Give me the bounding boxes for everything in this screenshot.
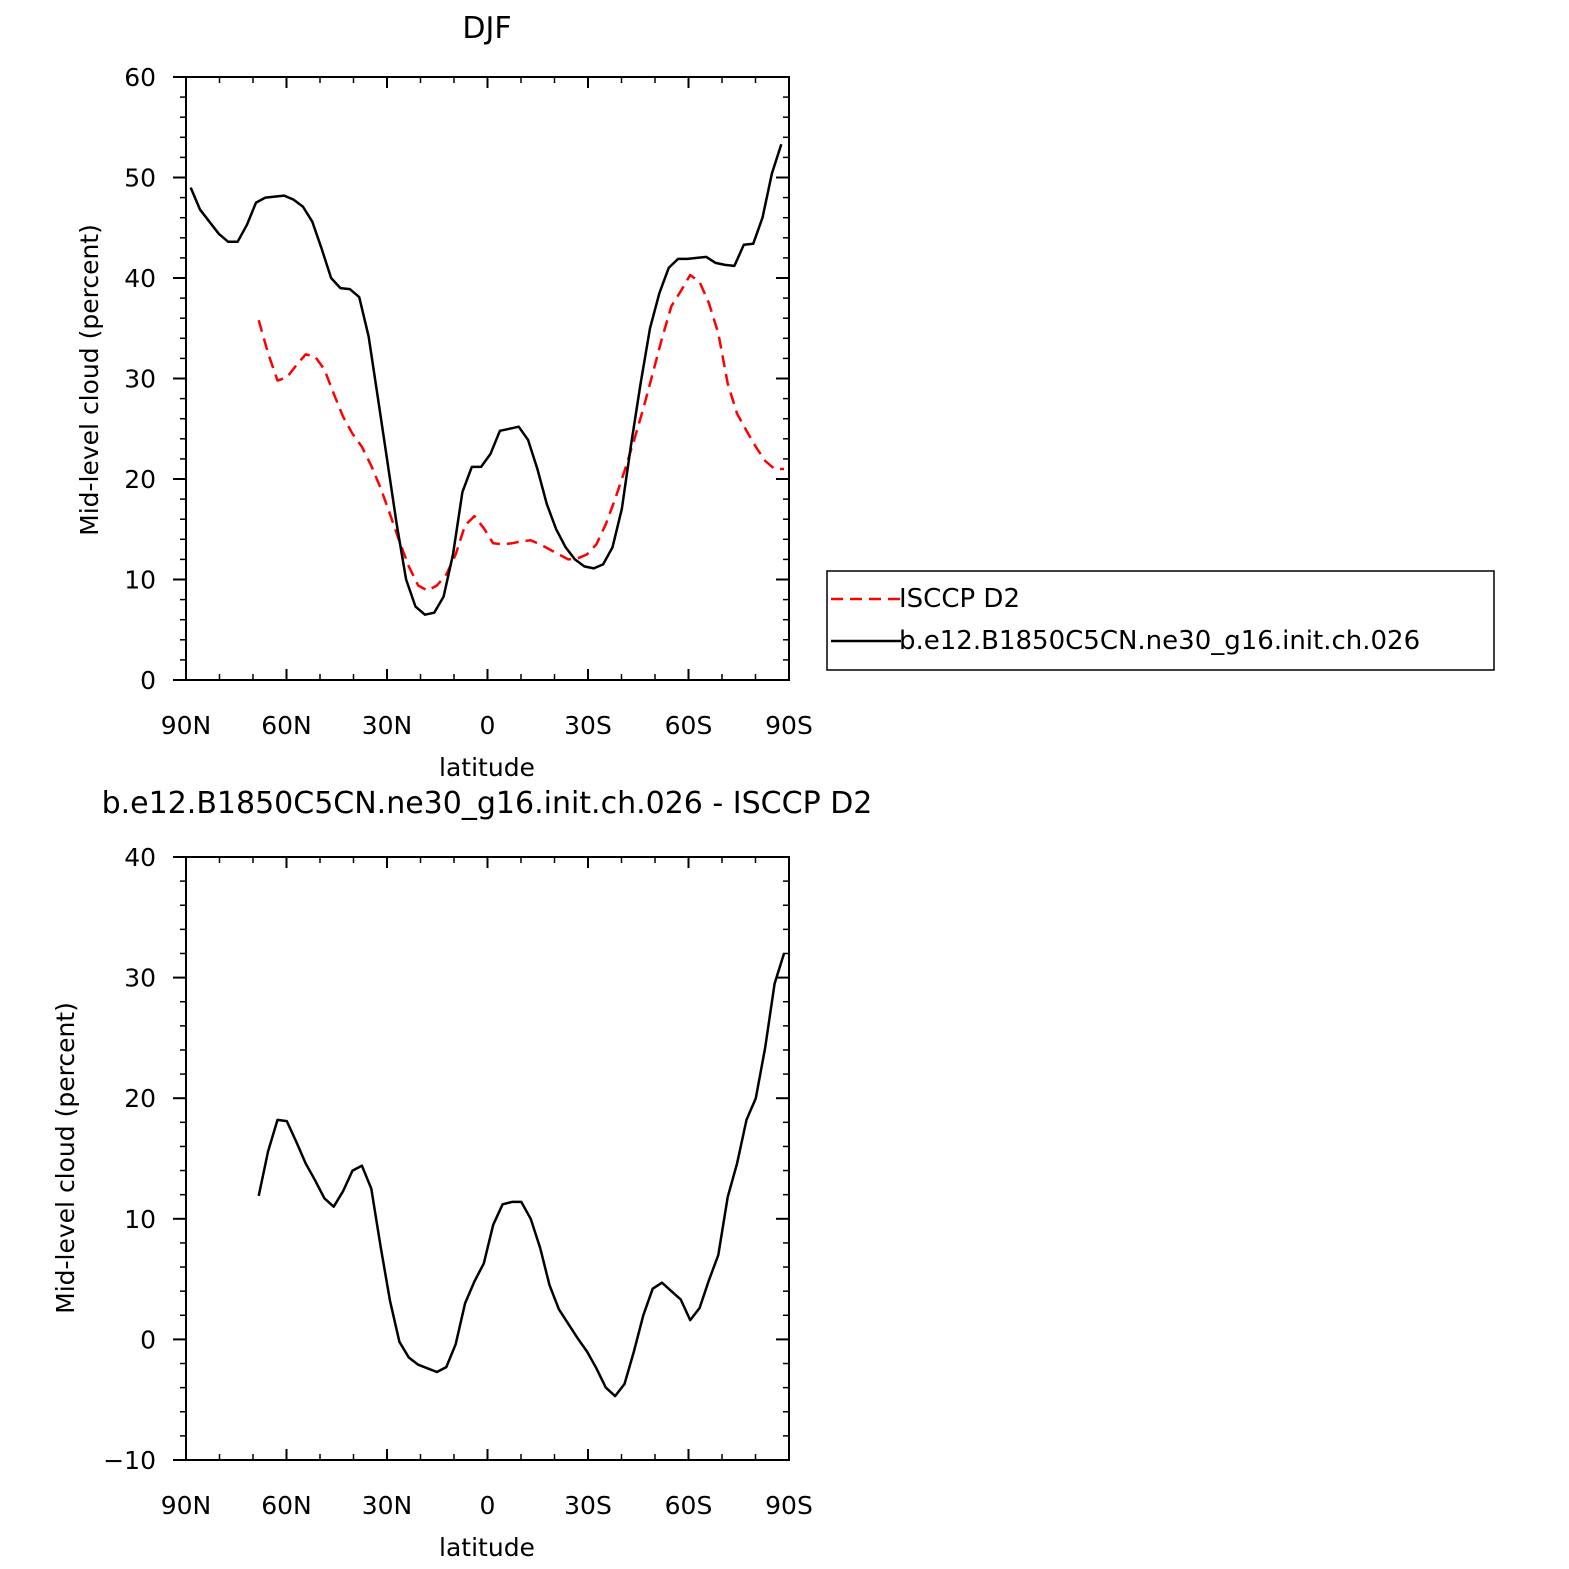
legend-label-model: b.e12.B1850C5CN.ne30_g16.init.ch.026 [899, 626, 1420, 656]
x-tick-label: 60S [665, 711, 713, 740]
chart-bottom-frame [185, 856, 790, 1461]
legend: ISCCP D2 b.e12.B1850C5CN.ne30_g16.init.c… [826, 570, 1495, 671]
y-tick-label: 10 [124, 1205, 156, 1234]
chart-top-series [189, 143, 784, 616]
x-tick-label: 90N [161, 1491, 212, 1520]
x-tick-label: 90S [765, 1491, 813, 1520]
chart-bottom-series [257, 953, 786, 1398]
x-tick-label: 90N [161, 711, 212, 740]
x-tick-label: 30S [564, 711, 612, 740]
chart-top: DJF 90N 60N 30N 0 30S 60S 90S 0 10 20 30 40 50 60 la… [75, 11, 1495, 782]
series-line-top-1 [189, 143, 783, 616]
y-tick-label: 40 [124, 264, 156, 293]
x-tick-label: 60N [261, 711, 312, 740]
y-tick-label: 30 [124, 964, 156, 993]
y-tick-label: 10 [124, 566, 156, 595]
x-tick-label: 30N [362, 1491, 413, 1520]
x-tick-label: 30S [564, 1491, 612, 1520]
x-tick-label: 90S [765, 711, 813, 740]
x-tick-label: 60N [261, 1491, 312, 1520]
legend-box [826, 570, 1495, 671]
y-tick-label: 40 [124, 843, 156, 872]
chart-top-frame [185, 76, 790, 681]
x-tick-label: 0 [480, 711, 496, 740]
chart-bottom: b.e12.B1850C5CN.ne30_g16.init.ch.026 - I… [51, 786, 872, 1562]
chart-top-y-axis-label: Mid-level cloud (percent) [75, 224, 104, 536]
y-tick-label: 20 [124, 465, 156, 494]
chart-bottom-y-axis-label: Mid-level cloud (percent) [51, 1002, 80, 1314]
chart-top-title: DJF [462, 11, 511, 46]
legend-label-isccp: ISCCP D2 [899, 584, 1020, 614]
chart-bottom-x-tick-labels: 90N 60N 30N 0 30S 60S 90S [161, 1491, 813, 1520]
chart-bottom-title: b.e12.B1850C5CN.ne30_g16.init.ch.026 - I… [102, 786, 873, 821]
chart-bottom-y-tick-labels: −10 0 10 20 30 40 [103, 843, 156, 1475]
chart-top-x-axis-label: latitude [439, 753, 535, 782]
x-tick-label: 60S [665, 1491, 713, 1520]
chart-top-y-tick-labels: 0 10 20 30 40 50 60 [124, 63, 156, 695]
y-tick-label: 20 [124, 1084, 156, 1113]
series-line-bottom-0 [257, 953, 786, 1398]
series-line-top-0 [257, 273, 784, 592]
y-tick-label: 60 [124, 63, 156, 92]
y-tick-label: 0 [140, 666, 156, 695]
y-tick-label: −10 [103, 1446, 156, 1475]
chart-top-x-tick-labels: 90N 60N 30N 0 30S 60S 90S [161, 711, 813, 740]
y-tick-label: 0 [140, 1325, 156, 1354]
chart-top-ticks [173, 76, 790, 681]
chart-bottom-x-axis-label: latitude [439, 1533, 535, 1562]
x-tick-label: 30N [362, 711, 413, 740]
x-tick-label: 0 [480, 1491, 496, 1520]
y-tick-label: 50 [124, 164, 156, 193]
y-tick-label: 30 [124, 365, 156, 394]
